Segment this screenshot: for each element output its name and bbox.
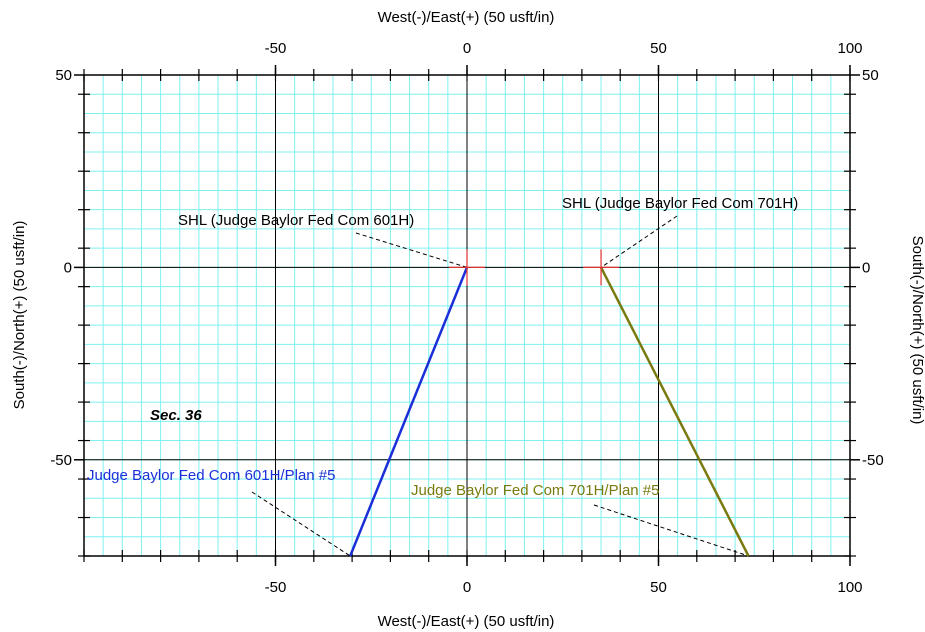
shl-marker-701h [583, 249, 620, 286]
series-line-601h [349, 266, 469, 557]
x-tick-label-bottom: 0 [463, 579, 471, 596]
x-tick-label-top: 0 [463, 40, 471, 57]
y-tick-label-right: 0 [862, 259, 870, 276]
x-tick-label-top: 50 [650, 40, 667, 57]
y-tick-label-left: 50 [55, 67, 72, 84]
shl-601h-label: SHL (Judge Baylor Fed Com 601H) [178, 212, 414, 229]
plot-frame [83, 74, 851, 557]
leader-line-plan-601h [251, 491, 351, 557]
x-tick-label-bottom: 50 [650, 579, 667, 596]
shl-701h-label: SHL (Judge Baylor Fed Com 701H) [562, 195, 798, 212]
x-axis-title-bottom: West(-)/East(+) (50 usft/in) [378, 613, 555, 630]
series-lines [349, 266, 750, 557]
x-axis-title-top: West(-)/East(+) (50 usft/in) [378, 9, 555, 26]
y-tick-label-right: -50 [862, 452, 884, 469]
leader-line-plan-701h [593, 504, 749, 557]
y-axis-title-left: South(-)/North(+) (50 usft/in) [11, 221, 28, 410]
x-tick-label-top: -50 [265, 40, 287, 57]
shl-markers [449, 249, 620, 286]
y-axis-title-right: South(-)/North(+) (50 usft/in) [909, 236, 925, 425]
leader-line-shl-701h [600, 215, 678, 268]
leader-line-shl-601h [355, 232, 468, 268]
plan-701h-label: Judge Baylor Fed Com 701H/Plan #5 [411, 482, 659, 499]
y-tick-label-right: 50 [862, 67, 879, 84]
plan-601h-label: Judge Baylor Fed Com 601H/Plan #5 [87, 467, 335, 484]
shl-marker-601h [449, 249, 485, 286]
y-tick-label-left: 0 [64, 259, 72, 276]
leader-lines [251, 215, 749, 557]
series-line-701h [599, 266, 750, 557]
x-tick-label-bottom: 100 [837, 579, 862, 596]
section-label: Sec. 36 [150, 407, 202, 424]
y-tick-label-left: -50 [50, 452, 72, 469]
x-tick-label-bottom: -50 [265, 579, 287, 596]
x-tick-label-top: 100 [837, 40, 862, 57]
